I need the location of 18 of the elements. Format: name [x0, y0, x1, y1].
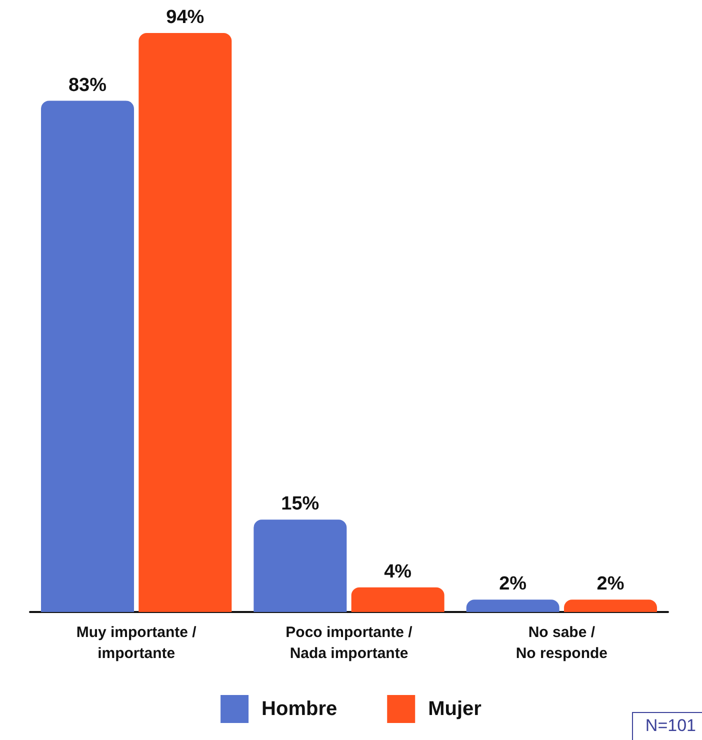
bar	[466, 600, 560, 612]
data-label: 94%	[166, 7, 204, 28]
data-label: 2%	[596, 574, 624, 595]
bar	[138, 33, 232, 612]
data-label: 15%	[281, 494, 320, 515]
x-tick-label: No sabe / No responde	[516, 624, 608, 662]
bar	[254, 520, 347, 612]
legend-label: Hombre	[262, 698, 338, 720]
data-label: 83%	[68, 74, 107, 96]
bar	[564, 600, 657, 612]
data-label: 2%	[499, 574, 527, 595]
legend-label: Mujer	[428, 698, 482, 720]
x-tick-label: Muy importante / importante	[76, 624, 198, 662]
text: N=101	[645, 715, 696, 737]
x-tick-label: Poco importante / Nada importante	[286, 624, 414, 662]
data-label: 4%	[384, 561, 412, 582]
bar	[41, 100, 134, 612]
bar	[351, 587, 444, 612]
